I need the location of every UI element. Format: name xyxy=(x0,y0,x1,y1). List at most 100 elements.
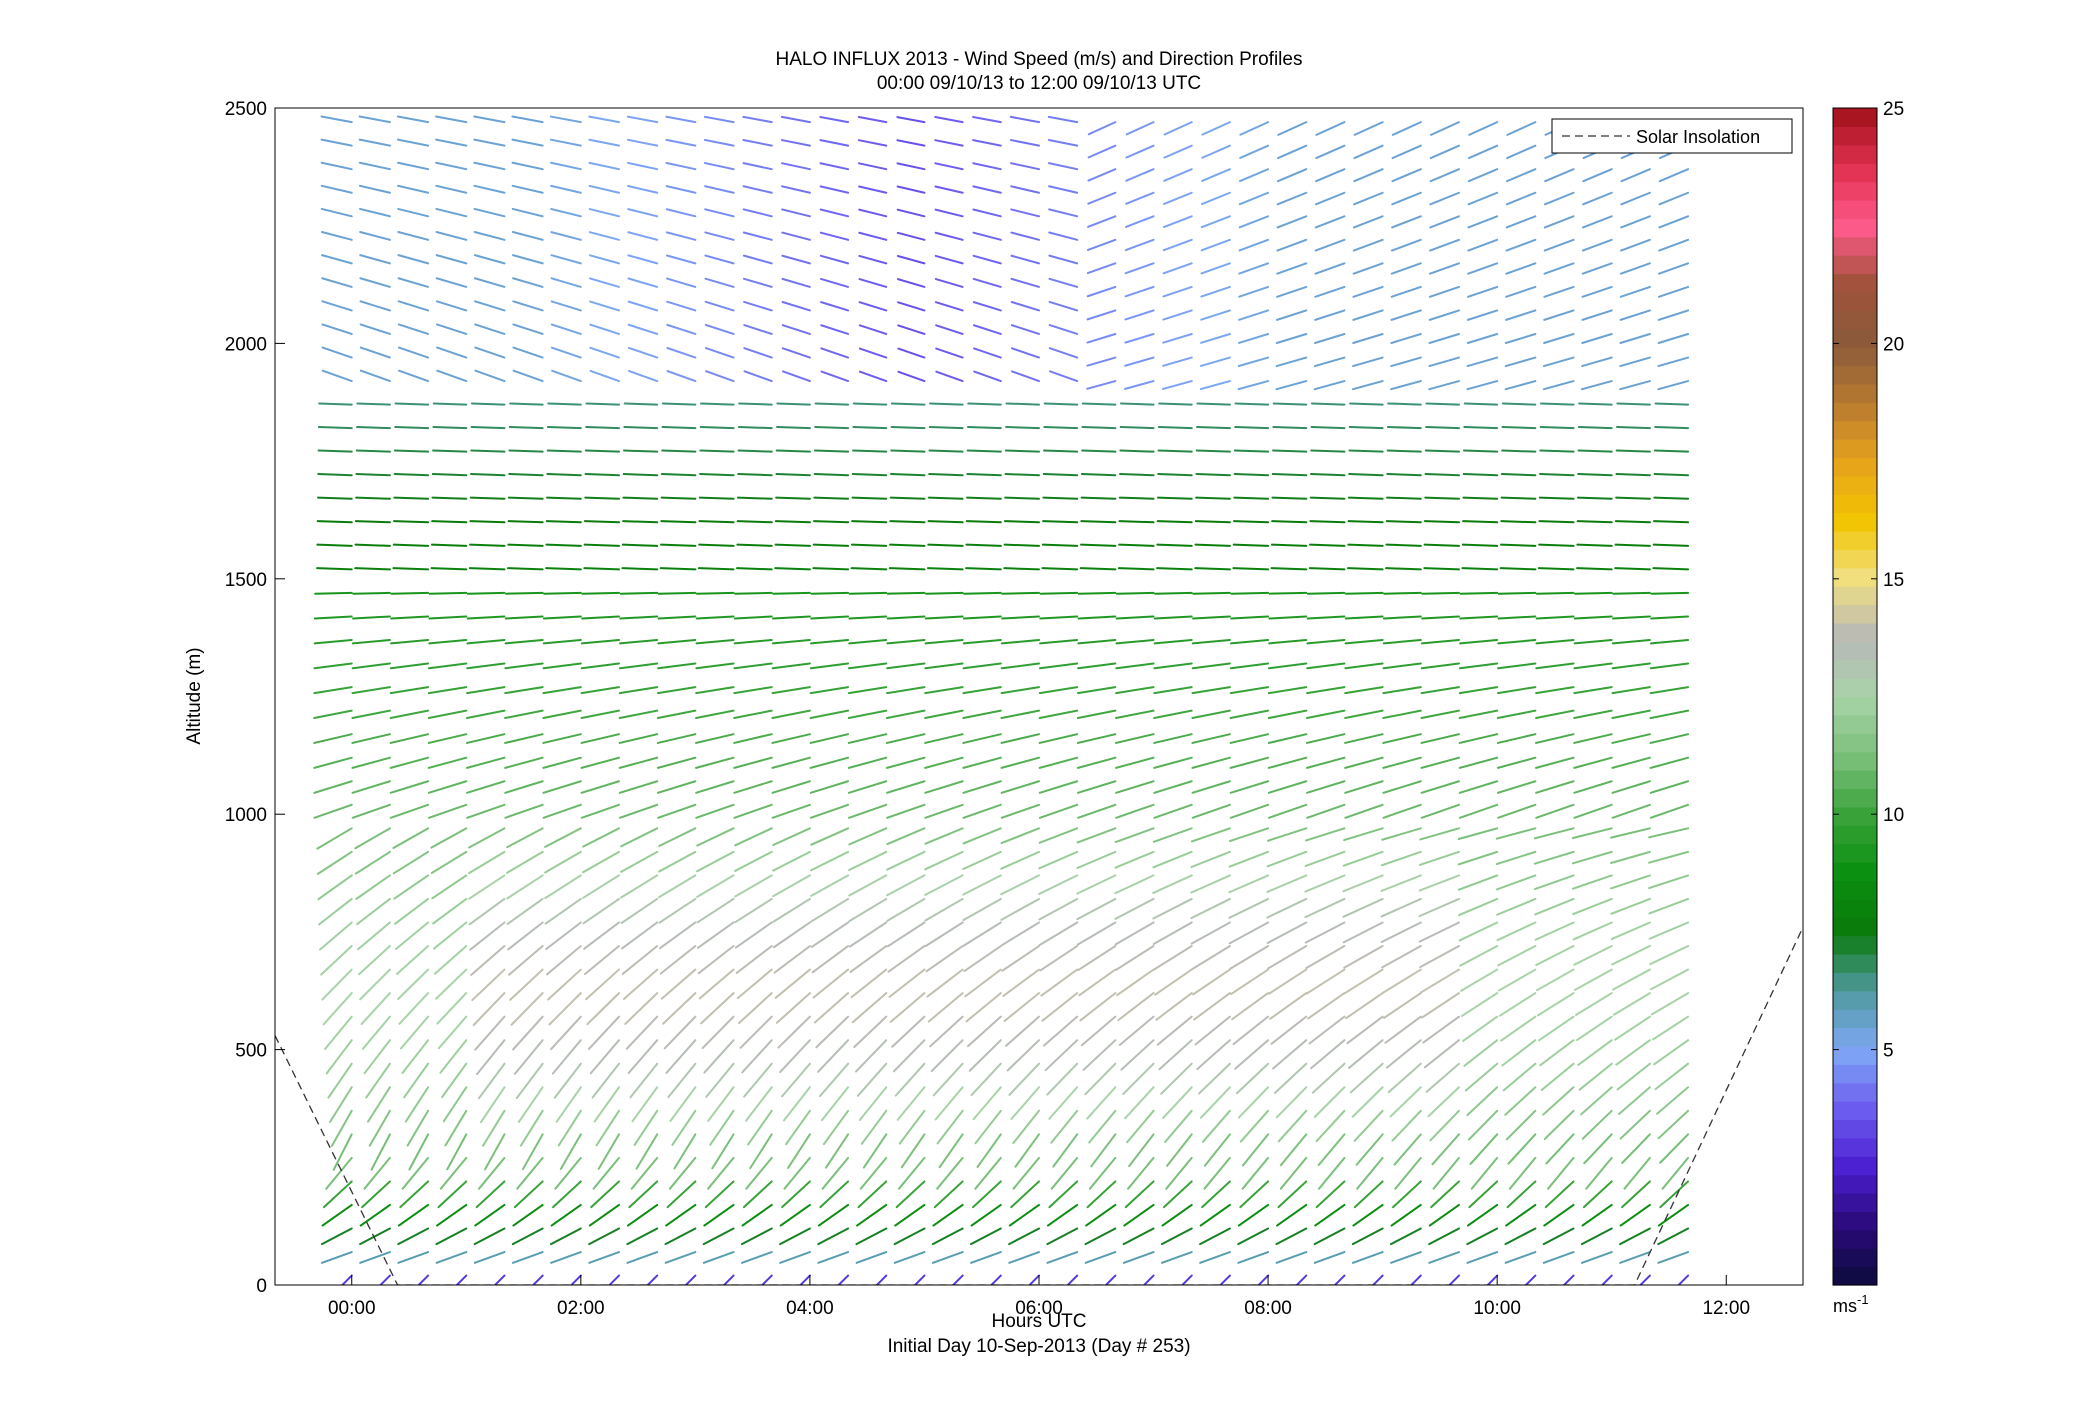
wind-barb xyxy=(588,115,621,124)
wind-barb xyxy=(1347,496,1384,500)
colorbar-band xyxy=(1833,163,1877,183)
wind-barb xyxy=(476,1039,506,1076)
wind-barb xyxy=(1496,733,1537,744)
wind-barb xyxy=(321,323,353,335)
wind-barb xyxy=(1087,144,1117,159)
wind-barb xyxy=(967,402,1002,406)
wind-barb xyxy=(734,827,773,847)
colorbar-band xyxy=(1833,843,1877,863)
wind-barb xyxy=(1610,874,1651,890)
wind-barb xyxy=(1386,425,1422,430)
wind-barb xyxy=(397,207,430,218)
wind-barb xyxy=(1425,425,1460,430)
colorbar-band xyxy=(1833,199,1877,219)
wind-barb xyxy=(1233,473,1270,477)
x-tick-label: 10:00 xyxy=(1473,1298,1521,1319)
wind-barb xyxy=(1657,1251,1690,1264)
wind-barb xyxy=(1118,496,1155,500)
wind-barb xyxy=(819,115,850,124)
wind-barb xyxy=(580,709,621,720)
wind-barb xyxy=(1201,168,1231,182)
wind-barb xyxy=(1535,756,1575,769)
wind-barb xyxy=(1087,191,1117,205)
wind-barb xyxy=(1010,277,1040,288)
colorbar-band xyxy=(1833,181,1877,201)
wind-barb xyxy=(1156,520,1193,524)
wind-barb xyxy=(742,1180,773,1209)
colorbar-band xyxy=(1833,880,1877,900)
wind-barb xyxy=(550,161,582,171)
wind-barb xyxy=(427,686,468,695)
wind-barb xyxy=(1157,473,1193,477)
wind-barb xyxy=(934,1086,964,1121)
wind-barb xyxy=(627,323,659,335)
wind-barb xyxy=(1266,921,1308,945)
wind-barb xyxy=(585,968,621,1001)
wind-barb xyxy=(783,1086,811,1122)
wind-barb xyxy=(820,301,850,312)
wind-barb xyxy=(446,1133,468,1171)
wind-barb xyxy=(704,1180,735,1209)
wind-barb xyxy=(354,520,391,524)
wind-barb xyxy=(507,496,544,500)
wind-barb xyxy=(776,402,811,406)
wind-barb xyxy=(1612,591,1651,595)
wind-barb xyxy=(397,968,430,1000)
wind-barb xyxy=(886,803,926,819)
wind-barb xyxy=(549,115,582,124)
wind-barb xyxy=(1420,756,1460,769)
wind-barb xyxy=(1008,1251,1040,1264)
wind-barb xyxy=(1266,850,1308,868)
wind-barb xyxy=(618,686,659,695)
wind-barb xyxy=(962,921,1002,947)
wind-barb xyxy=(1496,709,1537,720)
x-tick-label: 12:00 xyxy=(1702,1298,1750,1319)
wind-barb xyxy=(1385,567,1422,571)
wind-barb xyxy=(1352,285,1384,298)
wind-barb xyxy=(962,733,1002,744)
wind-barb xyxy=(1228,850,1270,868)
wind-barb xyxy=(1191,639,1231,645)
wind-barb xyxy=(743,300,773,312)
wind-barb xyxy=(588,231,621,241)
wind-barb xyxy=(774,567,811,571)
wind-barb xyxy=(1276,215,1308,229)
wind-barb xyxy=(962,803,1002,819)
wind-barb xyxy=(627,346,659,359)
wind-barb xyxy=(1542,356,1575,368)
wind-barb xyxy=(359,1251,391,1264)
wind-barb xyxy=(1038,803,1079,819)
wind-barb xyxy=(1497,968,1537,992)
wind-barb xyxy=(1347,520,1384,524)
wind-barb xyxy=(970,1203,1002,1227)
wind-barb xyxy=(622,496,659,500)
wind-barb xyxy=(927,992,964,1023)
wind-barb xyxy=(365,1062,391,1099)
wind-barb xyxy=(749,1133,773,1170)
colorbar-band xyxy=(1833,549,1877,569)
wind-barb xyxy=(780,115,811,124)
x-tick-label: 06:00 xyxy=(1015,1298,1063,1319)
wind-barb xyxy=(1309,520,1346,524)
wind-barb xyxy=(809,662,850,670)
wind-barb xyxy=(519,1109,544,1147)
wind-barb xyxy=(743,277,773,288)
wind-barb xyxy=(1201,144,1231,159)
y-tick-label: 2000 xyxy=(225,334,267,355)
wind-barb xyxy=(1000,921,1040,947)
wind-barb xyxy=(390,591,430,595)
wind-barb xyxy=(1677,1274,1690,1285)
wind-barb xyxy=(359,1203,391,1227)
wind-barb xyxy=(1576,543,1613,547)
wind-barb xyxy=(1275,356,1308,368)
wind-barb xyxy=(927,496,964,500)
wind-barb xyxy=(1038,709,1079,720)
colorbar-band xyxy=(1833,678,1877,698)
wind-barb xyxy=(781,1180,811,1209)
wind-barb xyxy=(1038,850,1079,870)
wind-barb xyxy=(1344,662,1384,670)
wind-barb xyxy=(397,1227,430,1246)
wind-barb xyxy=(511,138,544,147)
wind-barb xyxy=(1345,591,1384,595)
wind-barb xyxy=(665,231,697,241)
